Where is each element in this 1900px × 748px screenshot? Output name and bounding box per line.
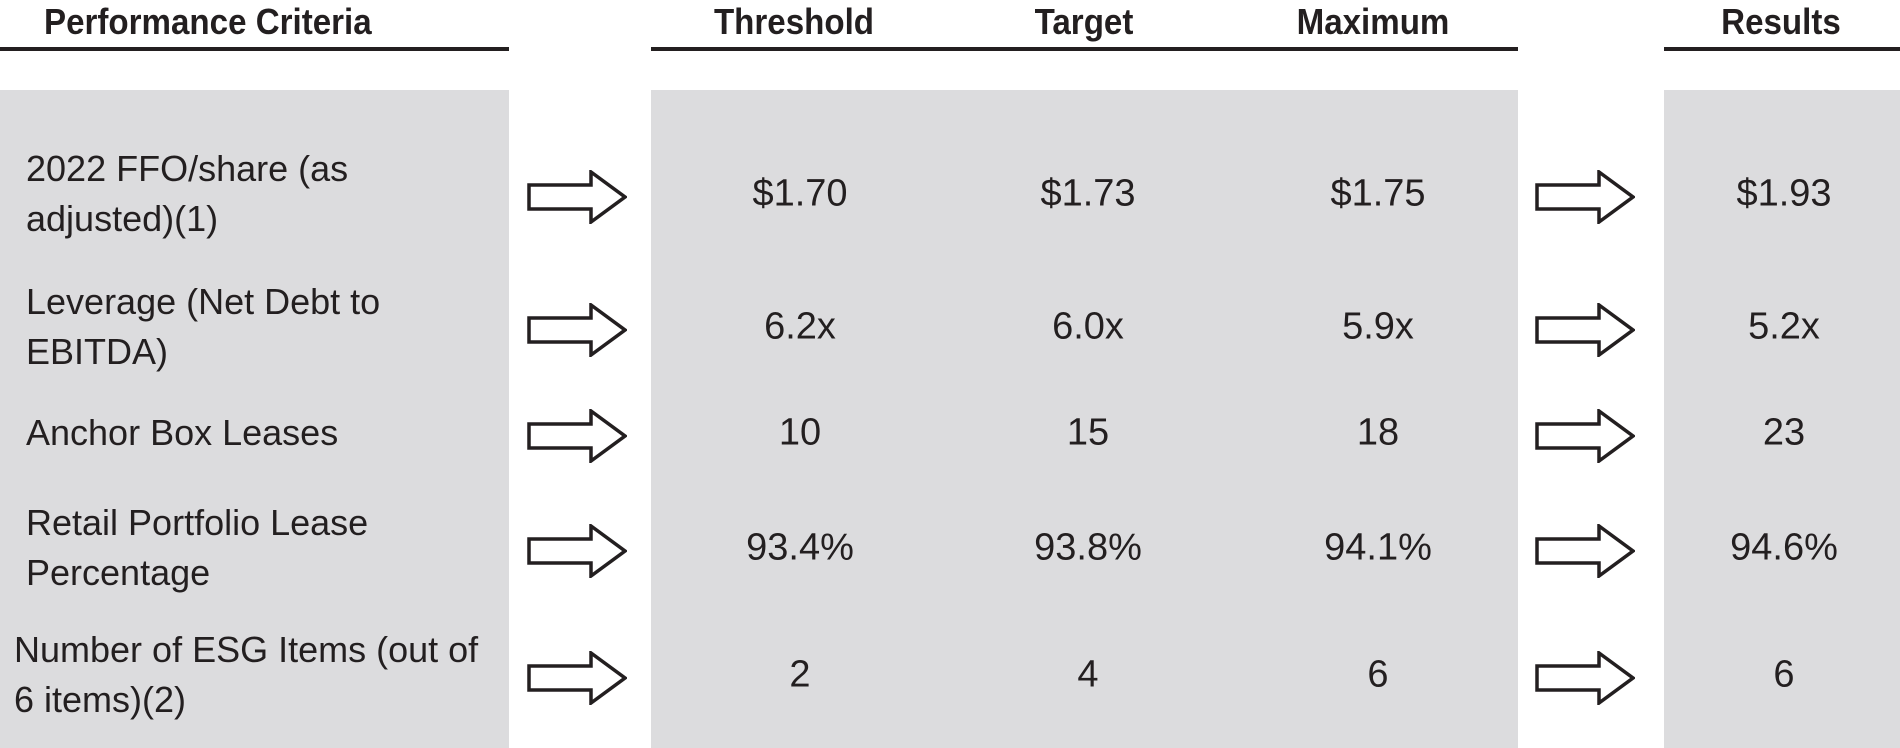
target-value: 15: [1066, 411, 1110, 454]
threshold-value: 2: [789, 653, 811, 696]
threshold-value: 10: [778, 411, 822, 454]
criteria-panel: [0, 90, 509, 748]
header-target: Target: [1034, 1, 1134, 42]
header-rule-criteria: [0, 47, 509, 51]
result-value: $1.93: [1736, 172, 1832, 215]
target-value: 4: [1077, 653, 1099, 696]
result-arrow-icon: [1535, 168, 1636, 226]
header-maximum: Maximum: [1296, 1, 1450, 42]
maximum-value: 5.9x: [1342, 305, 1414, 348]
threshold-value: 93.4%: [746, 526, 854, 569]
maximum-value: 6: [1367, 653, 1389, 696]
header-results: Results: [1721, 1, 1841, 42]
criteria-label: Number of ESG Items (out of 6 items)(2): [14, 629, 479, 720]
criteria-label: Anchor Box Leases: [26, 412, 339, 453]
criteria-arrow-icon: [527, 168, 628, 226]
criteria-arrow-icon: [527, 301, 628, 359]
criteria-label: Retail Portfolio Lease Percentage: [26, 502, 369, 593]
goals-panel: [651, 90, 1518, 748]
header-threshold: Threshold: [713, 1, 875, 42]
result-arrow-icon: [1535, 522, 1636, 580]
result-arrow-icon: [1535, 649, 1636, 707]
header-rule-results: [1664, 47, 1900, 51]
criteria-arrow-icon: [527, 649, 628, 707]
criteria-label: Leverage (Net Debt to EBITDA): [26, 281, 381, 372]
threshold-value: 6.2x: [764, 305, 836, 348]
result-value: 6: [1773, 653, 1795, 696]
header-rule-goals: [651, 47, 1518, 51]
maximum-value: 18: [1356, 411, 1400, 454]
target-value: 6.0x: [1052, 305, 1124, 348]
threshold-value: $1.70: [752, 172, 848, 215]
result-arrow-icon: [1535, 301, 1636, 359]
target-value: $1.73: [1040, 172, 1136, 215]
target-value: 93.8%: [1034, 526, 1142, 569]
results-panel: [1664, 90, 1900, 748]
criteria-label: 2022 FFO/share (as adjusted)(1): [26, 148, 349, 239]
criteria-arrow-icon: [527, 407, 628, 465]
maximum-value: $1.75: [1330, 172, 1426, 215]
criteria-arrow-icon: [527, 522, 628, 580]
header-criteria: Performance Criteria: [44, 1, 372, 42]
result-value: 94.6%: [1730, 526, 1838, 569]
result-value: 5.2x: [1748, 305, 1820, 348]
result-value: 23: [1762, 411, 1806, 454]
maximum-value: 94.1%: [1324, 526, 1432, 569]
result-arrow-icon: [1535, 407, 1636, 465]
